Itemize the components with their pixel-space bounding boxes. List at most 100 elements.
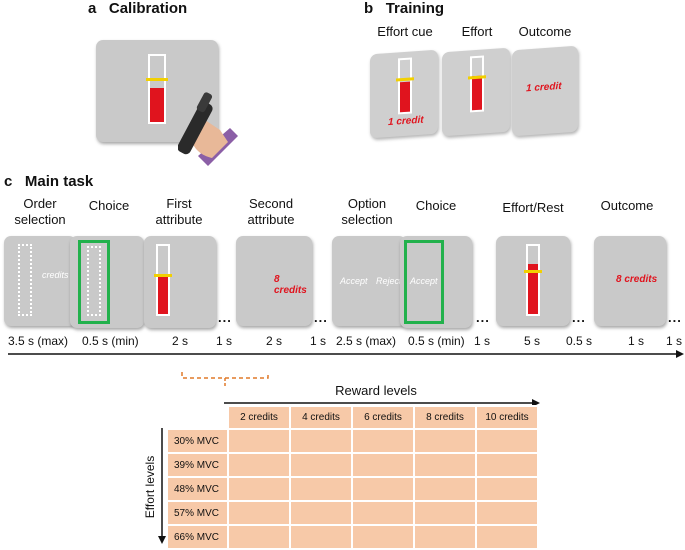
table-cell	[227, 476, 291, 502]
order-selection-screen: credits	[4, 236, 76, 326]
table-cell	[475, 452, 539, 478]
timing-9: 1 s	[474, 334, 491, 348]
empty-gauge	[18, 244, 32, 316]
row-header: 57% MVC	[166, 500, 229, 526]
row-header: 39% MVC	[166, 452, 229, 478]
panel-b-heading: b Training	[364, 0, 444, 17]
panel-a-letter: a	[88, 0, 97, 17]
ellipsis-4: ...	[572, 310, 586, 325]
table-cell	[289, 524, 353, 550]
choice-screen-1	[70, 236, 144, 328]
choice-highlight-1	[78, 240, 110, 324]
stage-first-attribute: First attribute	[155, 196, 203, 227]
accept-text: Accept	[340, 276, 368, 286]
calibration-screen	[96, 40, 218, 142]
effort-rest-screen	[496, 236, 570, 326]
table-cell	[289, 428, 353, 454]
table-row: 57% MVC	[166, 500, 539, 526]
table-cell	[351, 476, 415, 502]
table-cell	[413, 524, 477, 550]
table-cell	[351, 452, 415, 478]
effort-rest-gauge	[524, 244, 542, 316]
option-selection-screen: Accept Reject	[332, 236, 406, 326]
training-threshold-line	[468, 75, 486, 80]
time-axis-arrow	[8, 350, 684, 358]
order-credits-text: credits	[42, 270, 69, 280]
table-cell	[351, 500, 415, 526]
table-row: 48% MVC	[166, 476, 539, 502]
table-cell	[289, 500, 353, 526]
table-cell	[351, 428, 415, 454]
choice-gauge-1	[87, 246, 101, 316]
table-cell	[475, 476, 539, 502]
effort-gauge	[146, 54, 168, 124]
effort-rest-threshold	[524, 270, 542, 273]
reward-levels-title: Reward levels	[335, 383, 417, 398]
training-effort-fill	[472, 75, 482, 111]
effort-rest-fill	[528, 263, 538, 314]
table-cell	[227, 500, 291, 526]
timing-6: 1 s	[310, 334, 327, 348]
ellipsis-2: ...	[314, 310, 328, 325]
choice-highlight-2	[404, 240, 444, 324]
attribute-bracket	[181, 372, 269, 386]
timing-5: 2 s	[266, 334, 283, 348]
stage-effort-rest: Effort/Rest	[502, 200, 564, 215]
table-cell	[475, 500, 539, 526]
timing-12: 1 s	[628, 334, 645, 348]
table-cell	[227, 452, 291, 478]
training-effort-screen	[442, 47, 510, 137]
row-header: 30% MVC	[166, 428, 229, 454]
stage-order-selection: Order selection	[14, 196, 66, 227]
table-cell	[413, 428, 477, 454]
first-attribute-threshold	[154, 274, 172, 277]
panel-a-title: Calibration	[108, 0, 188, 17]
effort-axis-arrow	[158, 428, 166, 544]
first-attribute-screen	[144, 236, 216, 328]
second-attribute-screen: 8 credits	[236, 236, 312, 326]
table-corner	[167, 406, 228, 429]
training-cue-screen: 1 credit	[370, 49, 438, 139]
reward-axis-arrow	[224, 399, 540, 407]
stage-option-selection: Option selection	[341, 196, 393, 227]
outcome-credits-text: 8 credits	[616, 274, 658, 285]
col-header: 2 credits	[227, 405, 291, 430]
table-cell	[289, 476, 353, 502]
stage-outcome-c: Outcome	[600, 198, 654, 213]
table-cell	[289, 452, 353, 478]
table-cell	[475, 428, 539, 454]
second-attribute-text: 8 credits	[274, 274, 307, 296]
table-row: 66% MVC	[166, 524, 539, 550]
col-header: 10 credits	[475, 405, 539, 430]
timing-1: 3.5 s (max)	[8, 334, 69, 348]
stage-effort-cue: Effort cue	[377, 24, 433, 39]
col-header: 4 credits	[289, 405, 353, 430]
table-cell	[413, 476, 477, 502]
ellipsis-3: ...	[476, 310, 490, 325]
threshold-line	[146, 78, 168, 81]
gauge-fill	[150, 87, 164, 122]
training-outcome-screen: 1 credit	[512, 45, 578, 137]
cue-gauge-fill	[400, 81, 410, 113]
col-header: 6 credits	[351, 405, 415, 430]
first-attribute-gauge	[154, 244, 172, 316]
stage-second-attribute: Second attribute	[247, 196, 295, 227]
stage-outcome: Outcome	[518, 24, 572, 39]
panel-a-heading: a Calibration	[88, 0, 187, 17]
table-cell	[351, 524, 415, 550]
stage-choice-1: Choice	[88, 198, 130, 213]
training-effort-gauge	[468, 55, 486, 113]
table-cell	[227, 428, 291, 454]
table-header-row: 2 credits 4 credits 6 credits 8 credits …	[167, 405, 539, 430]
panel-c-heading: c Main task	[4, 173, 93, 190]
table-row: 30% MVC	[166, 428, 539, 454]
reward-effort-table: 2 credits 4 credits 6 credits 8 credits …	[166, 405, 539, 550]
col-header: 8 credits	[413, 405, 477, 430]
table-cell	[413, 452, 477, 478]
table-cell	[227, 524, 291, 550]
table-cell	[475, 524, 539, 550]
row-header: 48% MVC	[166, 476, 229, 502]
stage-effort: Effort	[461, 24, 493, 39]
timing-3: 2 s	[172, 334, 189, 348]
choice-accept-text: Accept	[410, 276, 438, 286]
